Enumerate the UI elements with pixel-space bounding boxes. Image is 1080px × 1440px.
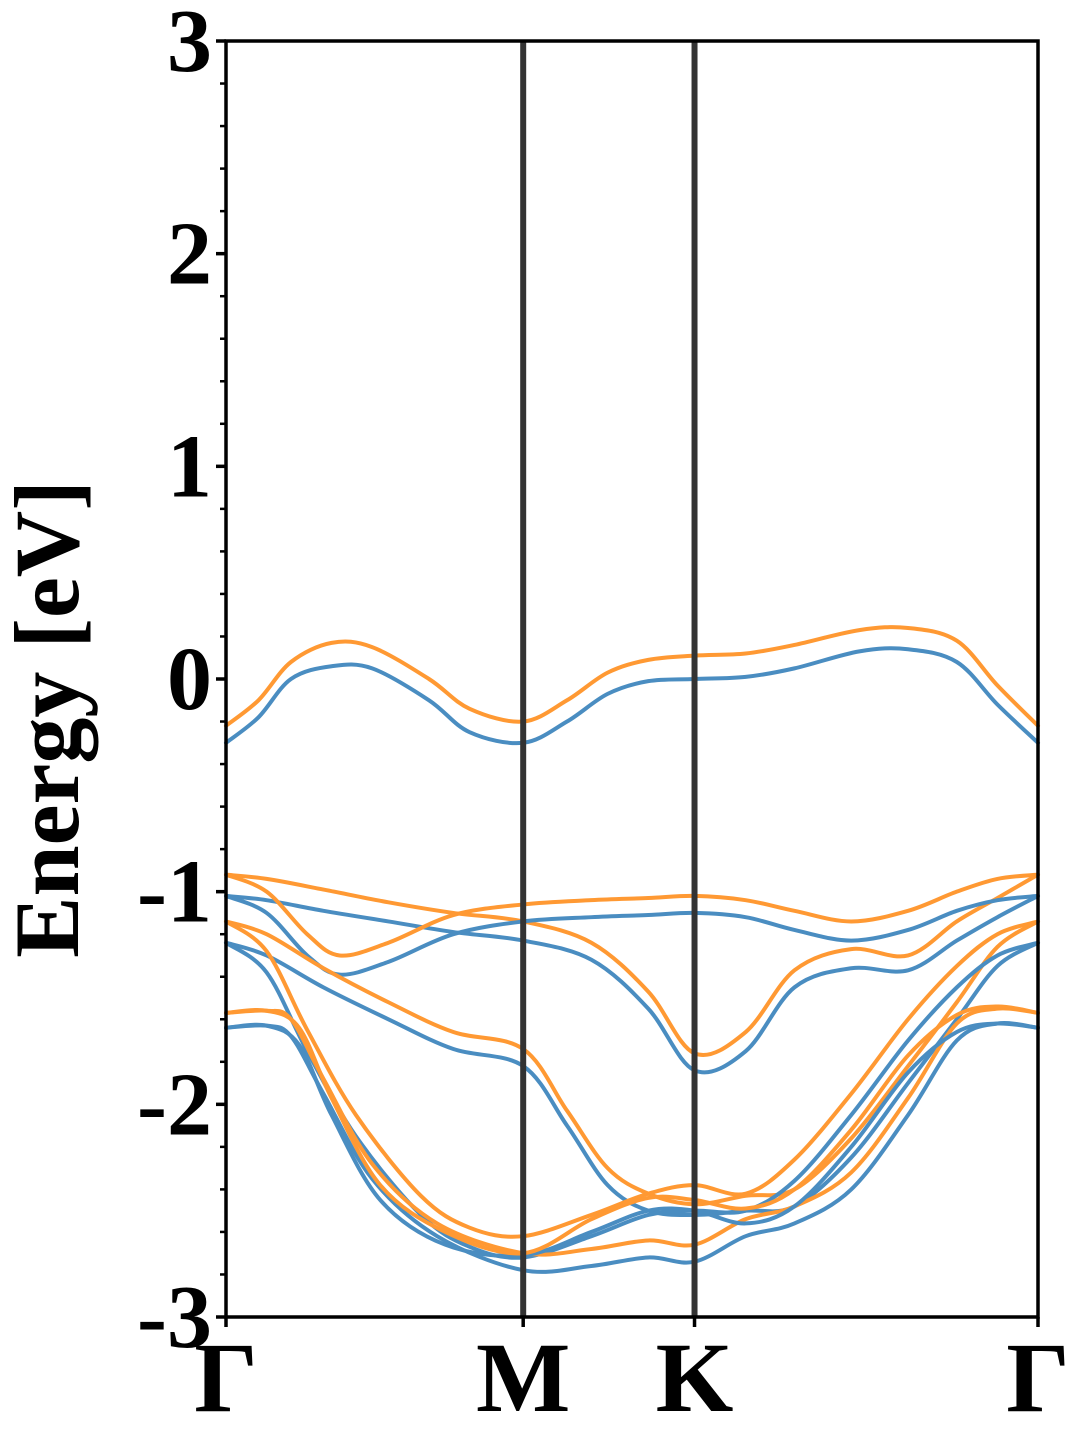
y-tick-label: 3 <box>167 0 212 91</box>
k-point-label: K <box>656 1322 734 1433</box>
y-tick-label: -2 <box>137 1055 212 1154</box>
band-line-3-spin_a <box>224 893 1040 1075</box>
band-line-13-spin_a <box>224 1021 1040 1258</box>
k-point-label: Γ <box>194 1322 258 1433</box>
band-line-10-spin_b <box>224 919 1040 1239</box>
band-line-1-spin_a <box>224 646 1040 746</box>
band-line-6-spin_b <box>224 872 1040 958</box>
high-symmetry-lines <box>520 41 698 1317</box>
y-axis-ticks: 3 2 1 0 -1 -2 -3 <box>137 0 226 1367</box>
y-tick-label: 1 <box>167 417 212 516</box>
y-tick-label: 0 <box>167 630 212 729</box>
k-point-label: Γ <box>1006 1322 1070 1433</box>
k-point-label: M <box>476 1322 570 1433</box>
y-axis-title: Energy [eV] <box>0 480 98 958</box>
band-line-4-spin_b <box>224 872 1040 1057</box>
band-line-14-spin_b <box>224 1004 1040 1256</box>
y-tick-label: -1 <box>137 843 212 942</box>
band-line-2-spin_b <box>224 625 1040 728</box>
band-lines <box>224 625 1040 1274</box>
y-tick-label: -3 <box>137 1268 212 1367</box>
y-tick-label: 2 <box>167 205 212 304</box>
